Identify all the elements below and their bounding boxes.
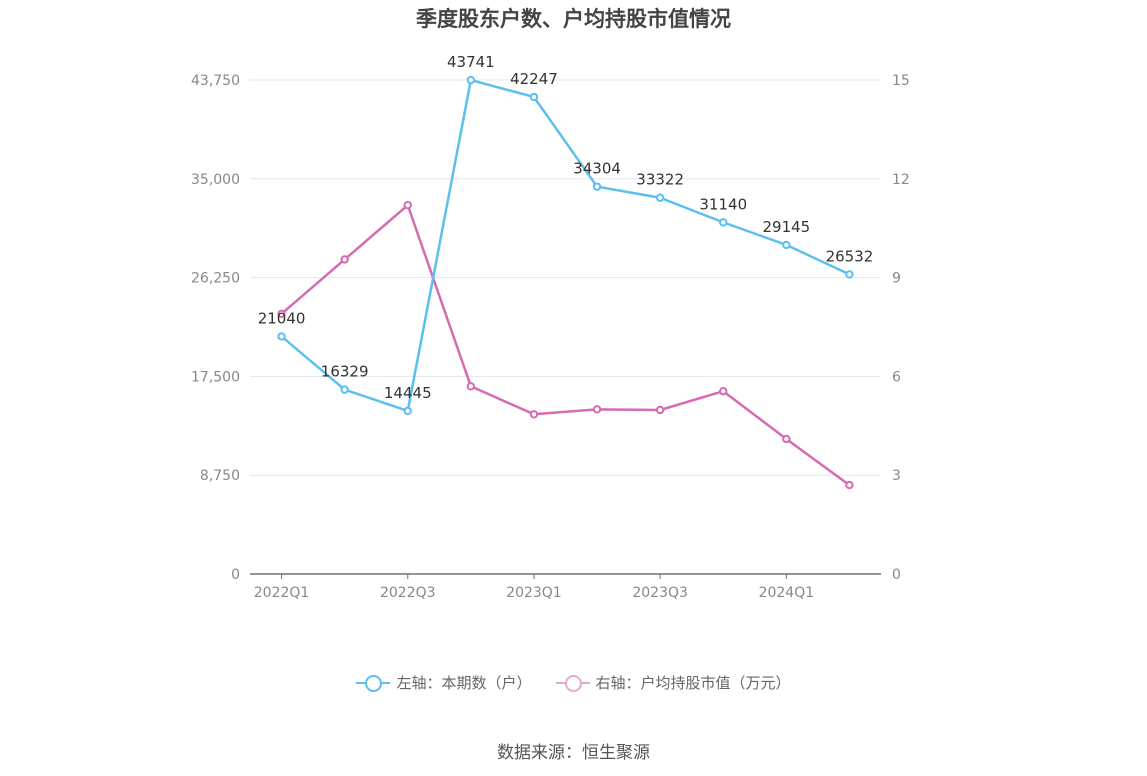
data-label-households: 21040: [258, 309, 306, 327]
chart-title: 季度股东户数、户均持股市值情况: [416, 7, 731, 31]
data-point-households: [529, 92, 539, 102]
data-point-avg-value: [655, 405, 665, 415]
data-label-households: 26532: [826, 247, 874, 265]
left-y-tick-label: 43,750: [191, 73, 240, 89]
legend-item-avg-value[interactable]: 右轴：户均持股市值（万元）: [555, 672, 791, 693]
data-label-households: 34304: [573, 160, 621, 178]
x-tick-label: 2023Q3: [632, 585, 688, 601]
data-point-avg-value: [466, 382, 476, 391]
left-y-tick-label: 17,500: [191, 369, 240, 385]
series-layer: [277, 75, 854, 490]
source-note: 数据来源：恒生聚源: [497, 743, 650, 763]
legend-label-avg-value: 右轴：户均持股市值（万元）: [595, 674, 791, 692]
x-tick-label: 2022Q3: [380, 585, 436, 601]
data-point-households: [277, 332, 286, 341]
right-y-tick-label: 9: [892, 271, 901, 287]
legend-marker-avg-value: [555, 673, 590, 693]
right-y-tick-label: 0: [892, 567, 901, 583]
data-point-avg-value: [592, 405, 602, 414]
legend-item-households[interactable]: 左轴：本期数（户）: [356, 672, 532, 693]
right-y-tick-label: 12: [892, 172, 910, 188]
legend-label-households: 左轴：本期数（户）: [396, 674, 532, 692]
data-point-avg-value: [403, 200, 412, 210]
series-line-avg-value: [280, 203, 851, 487]
data-label-households: 29145: [762, 218, 810, 236]
data-label-households: 33322: [636, 171, 684, 189]
data-label-households: 42247: [510, 70, 558, 88]
label-layer: 21040 16329 14445 43741 42247 34304 33322 31140…: [258, 53, 874, 402]
data-point-avg-value: [719, 387, 728, 396]
data-point-households: [719, 218, 728, 227]
data-label-households: 16329: [321, 363, 369, 381]
series-line-households: [280, 78, 850, 413]
data-point-households: [340, 385, 349, 394]
x-tick-label: 2023Q1: [506, 585, 562, 601]
data-point-households: [592, 182, 602, 191]
legend-marker-households: [356, 673, 391, 693]
data-point-avg-value: [529, 410, 539, 419]
left-y-tick-label: 35,000: [191, 172, 240, 188]
grid-layer: [250, 79, 881, 476]
data-point-households: [655, 193, 665, 202]
legend: 左轴：本期数（户） 右轴：户均持股市值（万元）: [0, 672, 1147, 693]
data-point-households: [845, 270, 854, 279]
data-point-households: [466, 75, 476, 85]
data-label-households: 31140: [699, 195, 747, 213]
right-y-tick-label: 3: [892, 468, 901, 484]
right-y-tick-label: 15: [892, 73, 910, 89]
data-point-avg-value: [340, 255, 349, 264]
x-tick-label: 2022Q1: [254, 585, 310, 601]
left-y-tick-label: 26,250: [191, 271, 240, 287]
axis-layer: 0 0 8,750 3 17,500 6 26,250 9 35,000 12 43,750 15 20…: [191, 73, 910, 601]
x-tick-label: 2024Q1: [759, 585, 815, 601]
data-point-households: [403, 406, 412, 416]
data-point-avg-value: [782, 434, 791, 444]
data-label-households: 14445: [384, 384, 432, 402]
data-point-households: [782, 240, 791, 250]
data-point-avg-value: [845, 480, 854, 490]
left-y-tick-label: 8,750: [200, 468, 240, 484]
data-label-households: 43741: [447, 53, 495, 71]
left-y-tick-label: 0: [231, 567, 240, 583]
data-point-avg-value: [277, 309, 286, 319]
right-y-tick-label: 6: [892, 369, 901, 385]
